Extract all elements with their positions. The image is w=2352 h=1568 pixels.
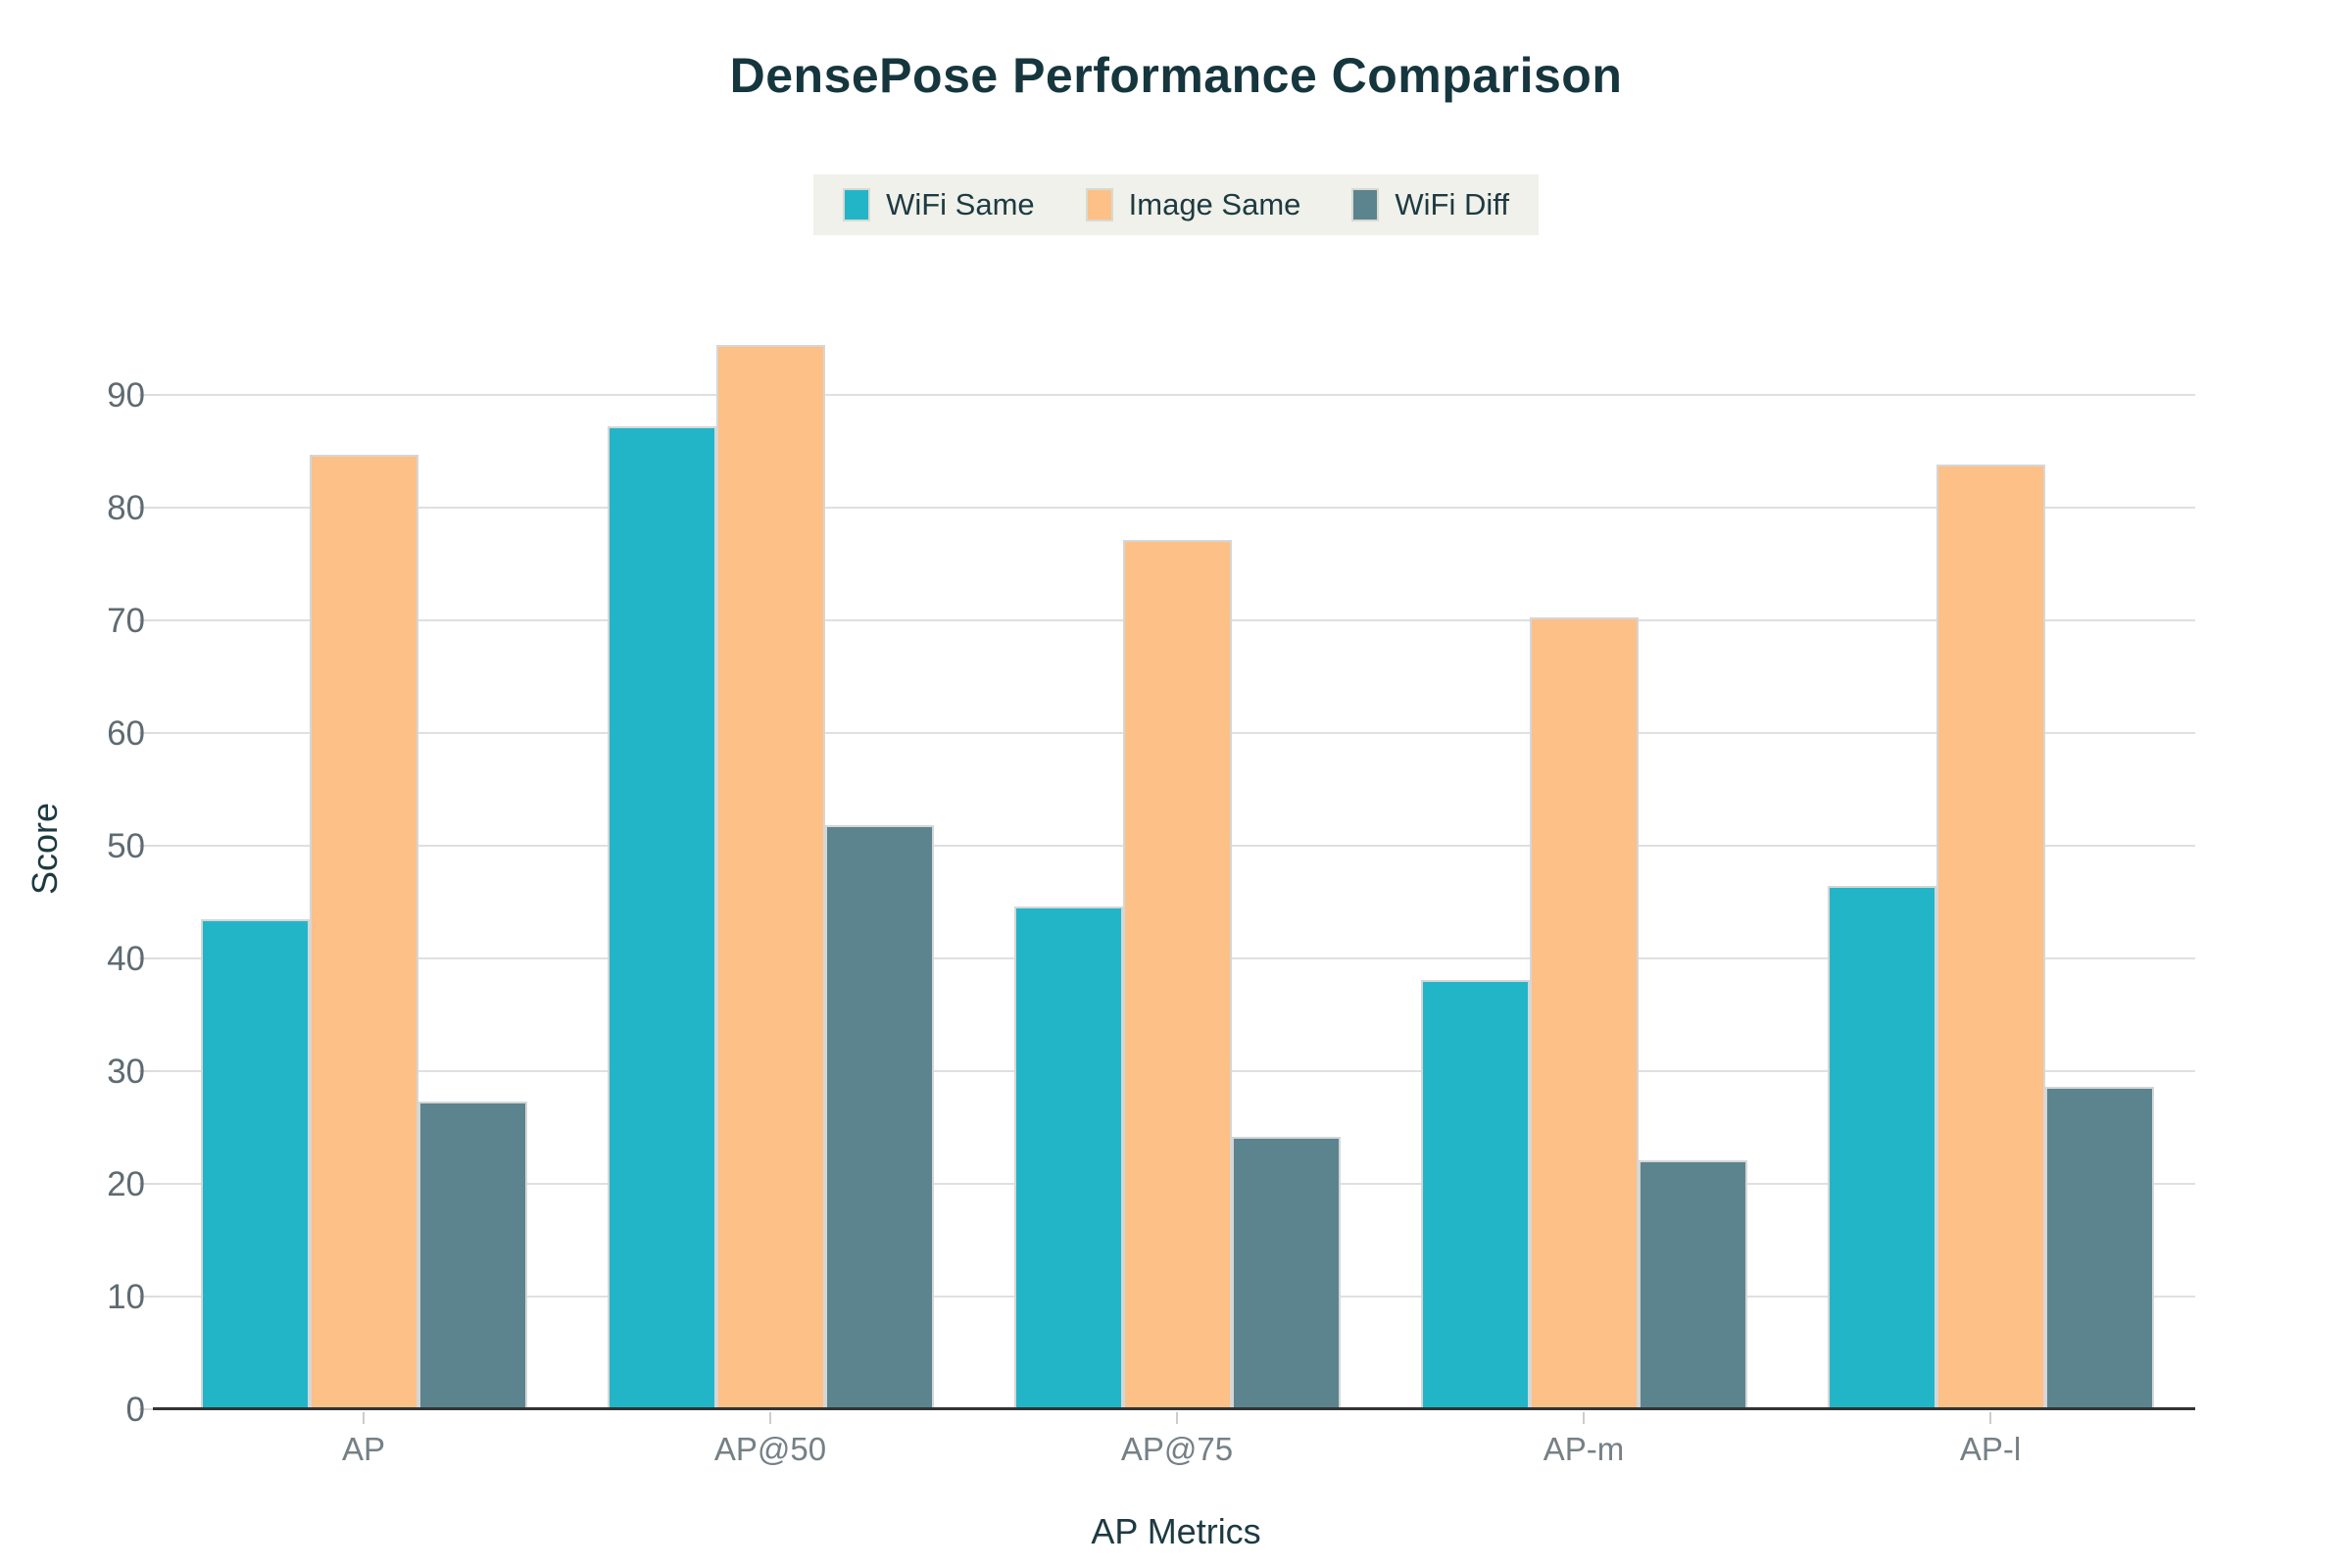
y-tick-40 — [139, 957, 159, 959]
y-tick-label-70: 70 — [107, 602, 145, 640]
x-tick-label-ap-m: AP-m — [1543, 1431, 1625, 1467]
legend-wrap: WiFi Same Image Same WiFi Diff — [0, 174, 2352, 235]
x-tick-label-ap: AP — [341, 1431, 386, 1467]
bar-image-same-ap-l — [1936, 465, 2045, 1409]
legend-item-image-same: Image Same — [1085, 187, 1301, 222]
legend-label-image-same: Image Same — [1128, 187, 1301, 221]
gridline-90 — [157, 394, 2195, 396]
x-tick-ap — [363, 1412, 365, 1424]
x-tick-ap-m — [1583, 1412, 1585, 1424]
y-tick-10 — [139, 1296, 159, 1298]
y-tick-label-0: 0 — [125, 1391, 145, 1429]
legend-item-wifi-same: WiFi Same — [843, 187, 1035, 222]
x-tick-ap-75 — [1176, 1412, 1178, 1424]
chart-title: DensePose Performance Comparison — [729, 48, 1623, 103]
legend-swatch-wifi-same — [843, 188, 871, 221]
bar-image-same-ap-75 — [1122, 540, 1232, 1409]
y-tick-80 — [139, 507, 159, 509]
y-tick-label-60: 60 — [107, 714, 145, 753]
y-tick-label-40: 40 — [107, 940, 145, 978]
y-tick-60 — [139, 732, 159, 734]
y-tick-0 — [139, 1408, 159, 1410]
y-tick-20 — [139, 1183, 159, 1185]
y-tick-90 — [139, 394, 159, 396]
y-tick-50 — [139, 845, 159, 847]
y-tick-label-80: 80 — [107, 489, 145, 527]
bar-image-same-ap-50 — [715, 345, 825, 1409]
bar-wifi-same-ap-l — [1827, 886, 1936, 1409]
legend-item-wifi-diff: WiFi Diff — [1351, 187, 1509, 222]
gridline-80 — [157, 507, 2195, 509]
x-tick-label-ap-l: AP-l — [1959, 1431, 2022, 1467]
y-tick-70 — [139, 619, 159, 621]
bar-wifi-diff-ap-75 — [1231, 1136, 1341, 1409]
bar-wifi-same-ap-m — [1420, 979, 1530, 1409]
legend-swatch-image-same — [1085, 188, 1113, 221]
legend: WiFi Same Image Same WiFi Diff — [813, 174, 1539, 235]
bar-wifi-diff-ap — [417, 1102, 527, 1409]
y-tick-label-90: 90 — [107, 376, 145, 415]
x-axis-title: AP Metrics — [1091, 1511, 1261, 1551]
y-axis-title: Score — [24, 802, 65, 896]
bar-wifi-same-ap-50 — [607, 426, 716, 1409]
x-tick-label-ap-50: AP@50 — [713, 1431, 827, 1467]
legend-swatch-wifi-diff — [1351, 188, 1380, 221]
x-tick-ap-l — [1989, 1412, 1991, 1424]
bar-image-same-ap-m — [1529, 616, 1639, 1409]
legend-label-wifi-diff: WiFi Diff — [1395, 187, 1509, 221]
bar-wifi-same-ap — [200, 918, 310, 1409]
x-axis-line — [153, 1407, 2195, 1410]
bar-image-same-ap — [309, 454, 418, 1409]
legend-label-wifi-same: WiFi Same — [886, 187, 1035, 221]
y-tick-label-10: 10 — [107, 1278, 145, 1316]
x-tick-label-ap-75: AP@75 — [1120, 1431, 1234, 1467]
bar-wifi-diff-ap-l — [2044, 1087, 2154, 1409]
x-tick-ap-50 — [769, 1412, 771, 1424]
y-tick-30 — [139, 1070, 159, 1072]
y-tick-label-30: 30 — [107, 1053, 145, 1091]
bar-wifi-diff-ap-m — [1638, 1159, 1747, 1409]
y-tick-label-20: 20 — [107, 1165, 145, 1203]
bar-wifi-diff-ap-50 — [824, 825, 934, 1409]
bar-wifi-same-ap-75 — [1013, 906, 1123, 1409]
y-tick-label-50: 50 — [107, 827, 145, 865]
